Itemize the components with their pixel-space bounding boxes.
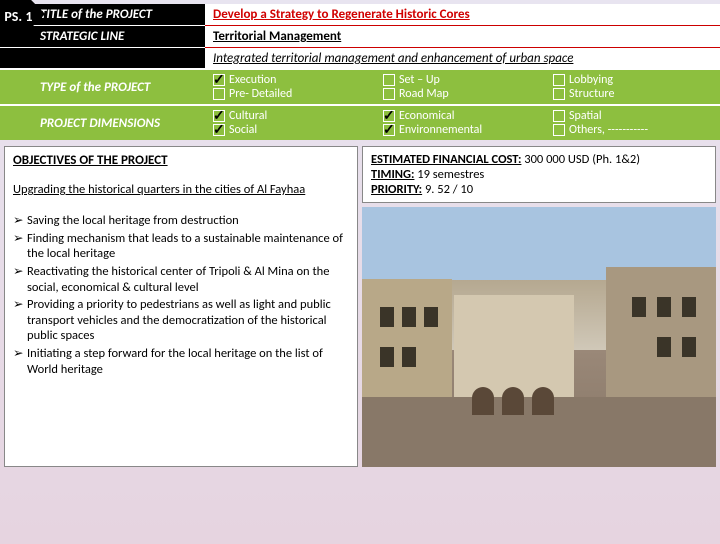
- right-column: ESTIMATED FINANCIAL COST: 300 000 USD (P…: [362, 146, 716, 467]
- option-label: Social: [229, 123, 257, 137]
- checkbox: [553, 74, 565, 86]
- type-col3: LobbyingStructure: [545, 70, 720, 104]
- objectives-panel: OBJECTIVES OF THE PROJECT Upgrading the …: [4, 146, 358, 467]
- objectives-list: Saving the local heritage from destructi…: [13, 213, 349, 377]
- objective-item: Finding mechanism that leads to a sustai…: [13, 231, 349, 262]
- checkbox: [383, 88, 395, 100]
- option-label: Environnemental: [399, 123, 482, 137]
- line-value-wrap: Territorial Management: [205, 26, 720, 48]
- checkbox: [553, 110, 565, 122]
- line-sub: Integrated territorial management and en…: [205, 48, 720, 69]
- option-label: Pre- Detailed: [229, 87, 292, 101]
- checkbox: [553, 88, 565, 100]
- option-label: Cultural: [229, 109, 267, 123]
- option-label: Economical: [399, 109, 454, 123]
- option-label: Others, -----------: [569, 123, 648, 137]
- objective-item: Initiating a step forward for the local …: [13, 346, 349, 377]
- checkbox: [553, 124, 565, 136]
- checkbox: [213, 88, 225, 100]
- objective-item: Providing a priority to pedestrians as w…: [13, 297, 349, 344]
- type-col1: ExecutionPre- Detailed: [205, 70, 375, 104]
- checkbox: [383, 74, 395, 86]
- timing-line: TIMING: 19 semestres: [371, 167, 707, 182]
- line-value: Territorial Management: [213, 29, 712, 44]
- dim-row: PROJECT DIMENSIONS CulturalSocial Econom…: [0, 104, 720, 140]
- line-spacer: [0, 48, 205, 69]
- title-value: Develop a Strategy to Regenerate Histori…: [205, 4, 720, 26]
- checkbox: [213, 124, 225, 136]
- type-col2: Set – UpRoad Map: [375, 70, 545, 104]
- option-label: Set – Up: [399, 73, 440, 87]
- line-label: STRATEGIC LINE: [0, 26, 205, 48]
- cost-line: ESTIMATED FINANCIAL COST: 300 000 USD (P…: [371, 152, 707, 167]
- objective-item: Saving the local heritage from destructi…: [13, 213, 349, 229]
- content-grid: OBJECTIVES OF THE PROJECT Upgrading the …: [0, 140, 720, 471]
- priority-line: PRIORITY: 9. 52 / 10: [371, 182, 707, 197]
- dim-col2: EconomicalEnvironnemental: [375, 106, 545, 140]
- info-panel: ESTIMATED FINANCIAL COST: 300 000 USD (P…: [362, 146, 716, 203]
- option-label: Road Map: [399, 87, 449, 101]
- objectives-title: OBJECTIVES OF THE PROJECT: [13, 153, 349, 168]
- checkbox: [213, 74, 225, 86]
- checkbox: [383, 124, 395, 136]
- objective-item: Reactivating the historical center of Tr…: [13, 264, 349, 295]
- header-grid: TITLE of the PROJECT Develop a Strategy …: [0, 4, 720, 69]
- objectives-subtitle: Upgrading the historical quarters in the…: [13, 182, 349, 197]
- dim-col3: SpatialOthers, -----------: [545, 106, 720, 140]
- option-label: Structure: [569, 87, 614, 101]
- type-label: TYPE of the PROJECT: [0, 70, 205, 104]
- photo-placeholder: [362, 207, 716, 467]
- type-row: TYPE of the PROJECT ExecutionPre- Detail…: [0, 69, 720, 104]
- dim-label: PROJECT DIMENSIONS: [0, 106, 205, 140]
- option-label: Spatial: [569, 109, 602, 123]
- option-label: Execution: [229, 73, 276, 87]
- option-label: Lobbying: [569, 73, 613, 87]
- dim-col1: CulturalSocial: [205, 106, 375, 140]
